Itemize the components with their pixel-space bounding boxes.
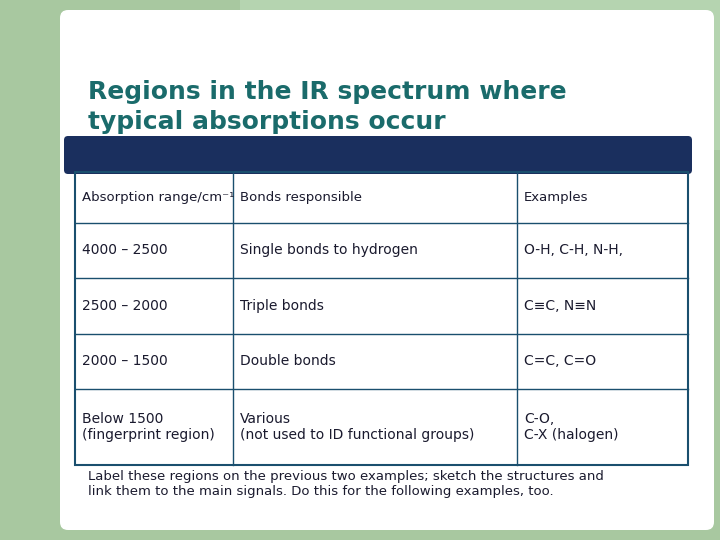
Text: 4000 – 2500: 4000 – 2500 [82, 244, 168, 257]
Text: C-O,
C-X (halogen): C-O, C-X (halogen) [524, 412, 618, 442]
FancyBboxPatch shape [60, 10, 714, 530]
Bar [0, 150, 720, 540]
Text: Bonds responsible: Bonds responsible [240, 191, 362, 204]
Text: Below 1500
(fingerprint region): Below 1500 (fingerprint region) [82, 412, 215, 442]
Text: Examples: Examples [524, 191, 588, 204]
Text: 2000 – 1500: 2000 – 1500 [82, 354, 168, 368]
Text: Label these regions on the previous two examples; sketch the structures and
link: Label these regions on the previous two … [88, 470, 604, 498]
Text: Absorption range/cm⁻¹: Absorption range/cm⁻¹ [82, 191, 235, 204]
Bar [0, 0, 240, 150]
Text: O-H, C-H, N-H,: O-H, C-H, N-H, [524, 244, 623, 257]
Text: C=C, C=O: C=C, C=O [524, 354, 596, 368]
Text: Various
(not used to ID functional groups): Various (not used to ID functional group… [240, 412, 474, 442]
FancyBboxPatch shape [64, 136, 692, 174]
Text: Regions in the IR spectrum where
typical absorptions occur: Regions in the IR spectrum where typical… [88, 80, 567, 134]
Text: Double bonds: Double bonds [240, 354, 336, 368]
Text: Single bonds to hydrogen: Single bonds to hydrogen [240, 244, 418, 257]
Bar [75, 172, 688, 465]
Text: C≡C, N≡N: C≡C, N≡N [524, 299, 596, 313]
Text: 2500 – 2000: 2500 – 2000 [82, 299, 168, 313]
Text: Triple bonds: Triple bonds [240, 299, 324, 313]
